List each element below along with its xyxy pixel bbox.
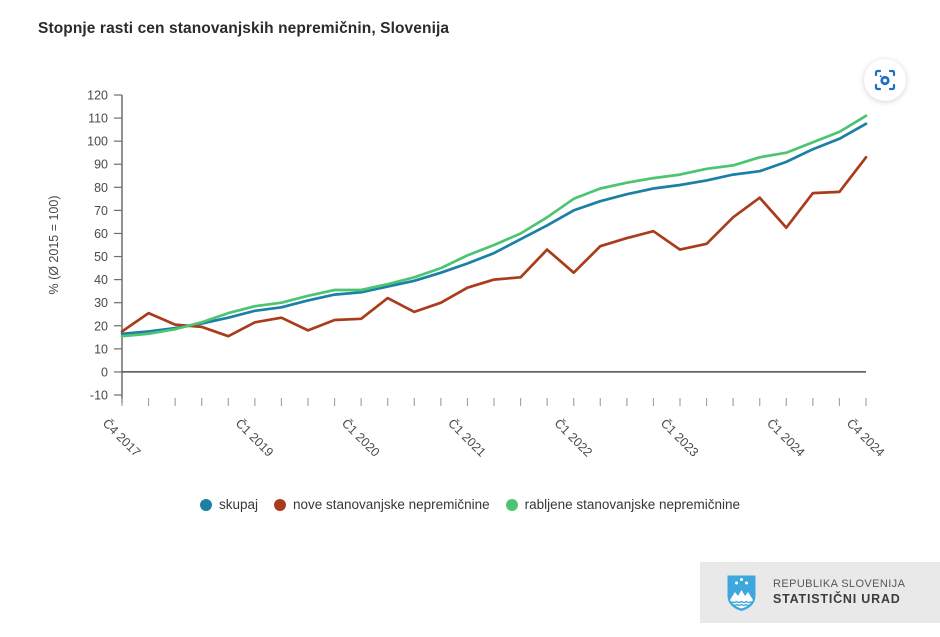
legend-label: nove stanovanjske nepremičnine xyxy=(293,497,490,512)
legend-label: skupaj xyxy=(218,497,258,512)
x-tick-label: Č1 2021 xyxy=(445,416,489,460)
y-tick-label: 10 xyxy=(94,342,108,356)
y-tick-label: 50 xyxy=(94,250,108,264)
legend-item-rabljene[interactable]: rabljene stanovanjske nepremičnine xyxy=(505,497,741,512)
x-tick-label: Č1 2023 xyxy=(658,416,702,460)
org-name-line2: STATISTIČNI URAD xyxy=(773,591,901,606)
legend-dot-rabljene-icon xyxy=(505,498,518,511)
x-tick-label: Č1 2019 xyxy=(233,416,277,460)
org-name-line1: REPUBLIKA SLOVENIJA xyxy=(773,577,906,590)
legend-label: rabljene stanovanjske nepremičnine xyxy=(524,497,741,512)
series-line-skupaj xyxy=(120,122,868,336)
x-tick-label: Č1 2024 xyxy=(764,416,808,460)
x-tick-label: Č1 2022 xyxy=(552,416,596,460)
legend-dot-skupaj-icon xyxy=(199,498,212,511)
x-tick-label: Č4 2017 xyxy=(100,416,144,460)
y-tick-label: 70 xyxy=(94,204,108,218)
screenshot-button[interactable] xyxy=(864,59,906,101)
legend-dot-nove-icon xyxy=(274,498,286,511)
y-tick-label: 20 xyxy=(94,319,108,333)
y-axis-title: % (Ø 2015 = 100) xyxy=(47,195,61,294)
y-tick-label: 30 xyxy=(94,296,108,310)
legend-item-nove[interactable]: nove stanovanjske nepremičnine xyxy=(274,497,490,512)
y-tick-label: 110 xyxy=(88,112,108,126)
series-line-nove-stanovanjske-nepremičnine xyxy=(120,155,868,338)
y-tick-label: 120 xyxy=(87,89,108,103)
x-tick-label: Č1 2020 xyxy=(339,416,383,460)
y-tick-label: 60 xyxy=(94,227,108,241)
camera-viewfinder-icon xyxy=(874,69,896,91)
chart-legend: skupaj nove stanovanjske nepremičnine ra… xyxy=(0,497,940,512)
y-tick-label: 100 xyxy=(87,135,108,149)
y-tick-label: 0 xyxy=(101,365,108,379)
series-line-rabljene-stanovanjske-nepremičnine xyxy=(120,114,868,338)
y-tick-label: 40 xyxy=(94,273,108,287)
x-tick-label: Č4 2024 xyxy=(844,416,888,460)
y-tick-label: 90 xyxy=(94,158,108,172)
page-title: Stopnje rasti cen stanovanjskih nepremič… xyxy=(38,20,450,37)
y-tick-label: 80 xyxy=(94,181,108,195)
y-tick-label: -10 xyxy=(90,389,108,403)
slovenia-coat-of-arms-icon xyxy=(726,574,757,612)
footer-branding: REPUBLIKA SLOVENIJA STATISTIČNI URAD xyxy=(700,562,940,623)
legend-item-skupaj[interactable]: skupaj xyxy=(199,497,258,512)
